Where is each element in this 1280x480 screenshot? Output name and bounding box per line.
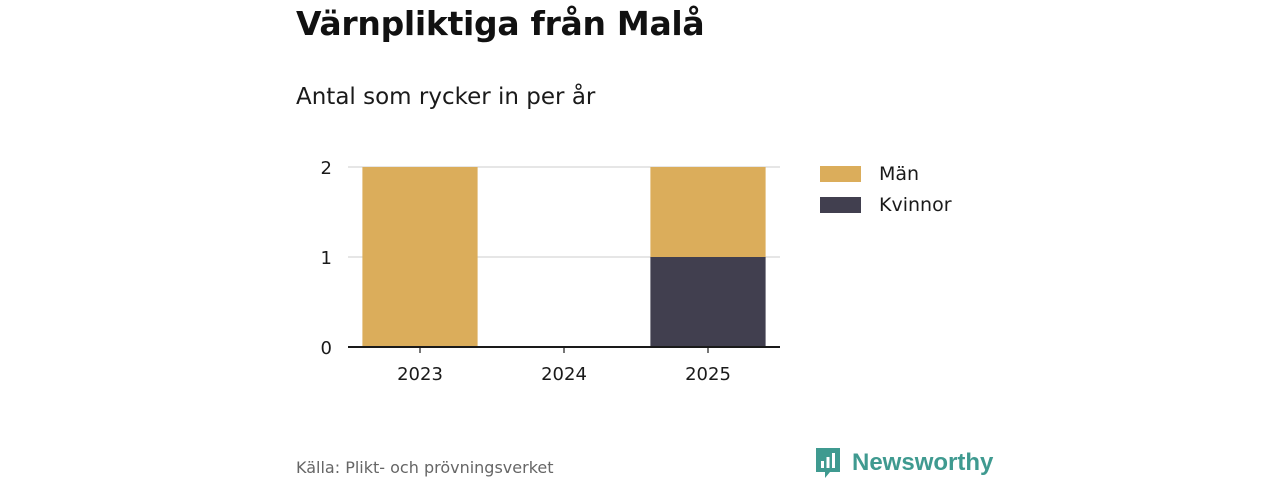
- legend-swatch-kvinnor: [820, 196, 861, 213]
- legend-label-man: Män: [879, 162, 920, 185]
- tick-labels: 0 1 2 2023 2024 2025: [321, 158, 731, 385]
- legend-swatch-man: [820, 165, 861, 182]
- bar-chart: 0 1 2 2023 2024 2025: [321, 158, 780, 385]
- source-text: Källa: Plikt- och prövningsverket: [296, 458, 554, 477]
- brand-name: Newsworthy: [852, 449, 994, 476]
- legend-item-kvinnor: Kvinnor: [820, 189, 952, 220]
- legend-item-man: Män: [820, 158, 952, 189]
- legend: Män Kvinnor: [820, 158, 952, 220]
- y-tick-label-1: 1: [321, 248, 332, 269]
- bars: [362, 167, 766, 347]
- y-tick-label-2: 2: [321, 158, 332, 179]
- bar-2025-kvinnor: [650, 257, 766, 347]
- bar-2023-män: [362, 167, 478, 347]
- y-tick-label-0: 0: [321, 338, 332, 359]
- chart-title: Värnpliktiga från Malå: [296, 4, 705, 43]
- axes: [348, 346, 780, 353]
- newsworthy-logo-icon: [816, 448, 840, 478]
- x-tick-label-2025: 2025: [685, 364, 731, 385]
- bar-2025-män: [650, 167, 766, 257]
- x-tick-label-2024: 2024: [541, 364, 587, 385]
- x-tick-label-2023: 2023: [397, 364, 443, 385]
- chart-subtitle: Antal som rycker in per år: [296, 84, 596, 110]
- brand-logo[interactable]: Newsworthy: [814, 446, 993, 480]
- legend-label-kvinnor: Kvinnor: [879, 193, 952, 216]
